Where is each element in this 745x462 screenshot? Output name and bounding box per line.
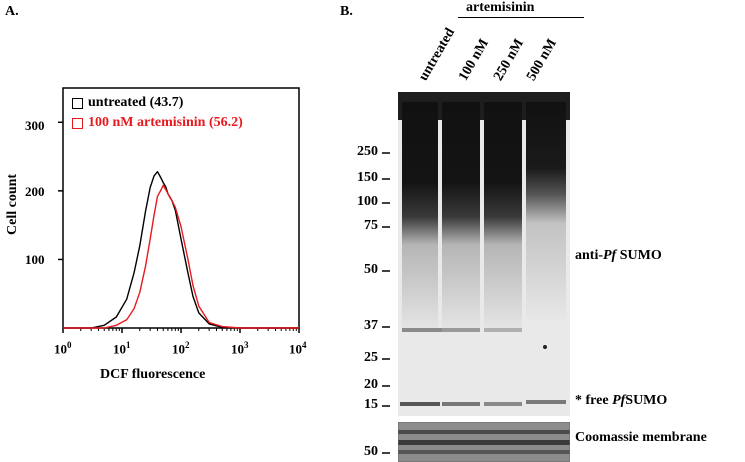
lane-label-500nm: 500 nM: [524, 36, 560, 84]
x-axis-label: DCF fluorescence: [100, 367, 206, 382]
legend-swatch-artemisinin: [72, 117, 83, 129]
mw-marker-100: 100: [357, 194, 378, 209]
lane-label-250nm: 250 nM: [491, 36, 527, 84]
mw-marker-250: 250: [357, 144, 378, 159]
panel-a-label: A.: [5, 4, 19, 19]
series-line-untreated: [63, 170, 299, 329]
x-tick-label-1: 100: [54, 340, 72, 357]
mw-marker-75: 75: [364, 218, 378, 233]
western-blot-image: [398, 92, 570, 416]
legend-entry-artemisinin: 100 nM artemisinin (56.2): [72, 113, 243, 133]
legend-swatch-untreated: [72, 97, 83, 109]
mw-marker-25: 25: [364, 350, 378, 365]
plot-area: [58, 87, 300, 333]
mw-marker-15: 15: [364, 397, 378, 412]
x-tick-label-1000: 103: [231, 340, 249, 357]
free-pfsumo-label: * free PfSUMO: [575, 393, 668, 408]
coomassie-membrane-label: Coomassie membrane: [575, 430, 707, 445]
treatment-bracket-line: [458, 17, 584, 18]
legend-label-untreated: untreated (43.7): [88, 95, 184, 110]
mw-marker-50: 50: [364, 262, 378, 277]
x-tick-label-10: 101: [113, 340, 131, 357]
mw-marker-coomassie-50: 50: [364, 444, 378, 459]
treatment-header: artemisinin: [466, 0, 535, 15]
y-tick-label-200: 200: [25, 184, 45, 199]
x-tick-label-100: 102: [172, 340, 190, 357]
legend-label-artemisinin: 100 nM artemisinin (56.2): [88, 115, 243, 130]
y-tick-label-300: 300: [25, 118, 45, 133]
mw-tick-marks: [382, 152, 390, 454]
coomassie-strip-image: [398, 422, 570, 462]
mw-marker-20: 20: [364, 377, 378, 392]
chart-legend: untreated (43.7) 100 nM artemisinin (56.…: [72, 93, 243, 133]
panel-b-label: B.: [340, 4, 353, 19]
y-tick-label-100: 100: [25, 252, 45, 267]
flow-histogram-chart: [58, 87, 300, 333]
anti-pfsumo-label: anti-Pf SUMO: [575, 248, 662, 263]
mw-marker-150: 150: [357, 170, 378, 185]
x-tick-label-10000: 104: [289, 340, 307, 357]
series-line-artemisinin: [63, 184, 299, 329]
lane-label-untreated: untreated: [416, 25, 459, 84]
lane-label-100nm: 100 nM: [456, 36, 492, 84]
legend-entry-untreated: untreated (43.7): [72, 93, 243, 113]
mw-marker-37: 37: [364, 318, 378, 333]
